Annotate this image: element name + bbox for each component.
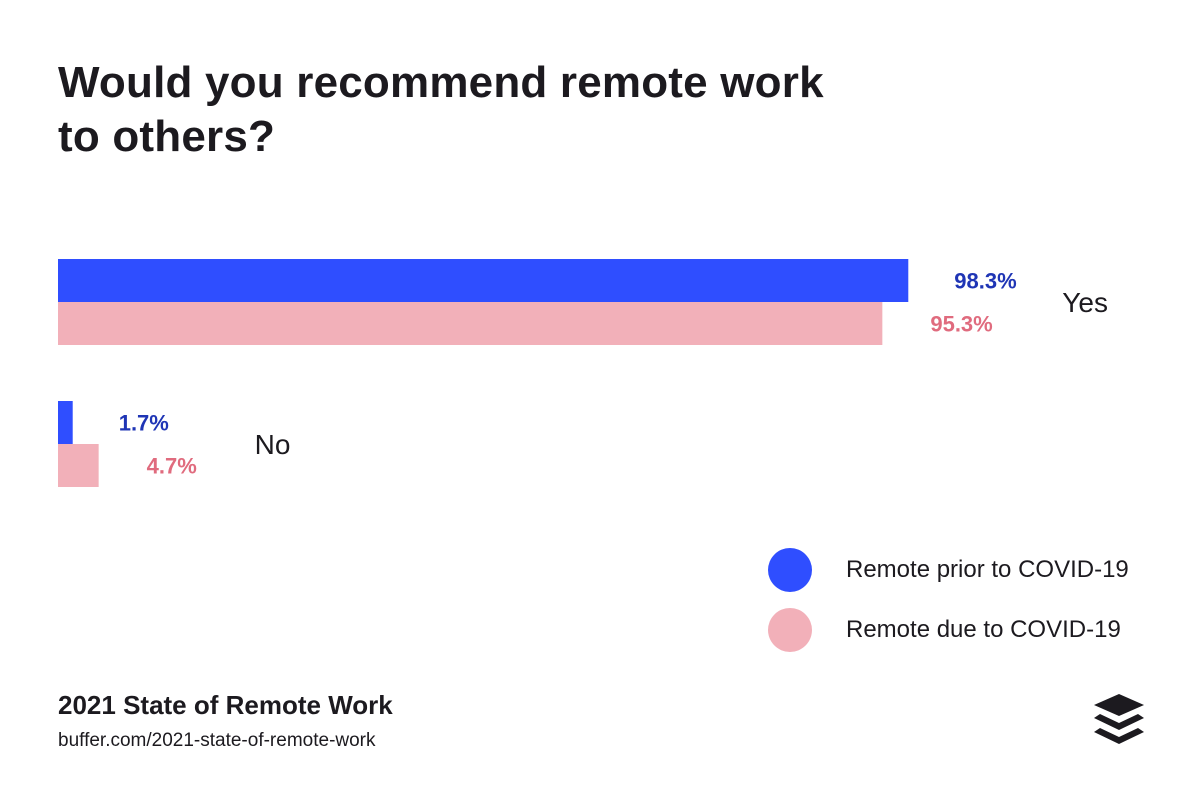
legend-item-prior: Remote prior to COVID-19 bbox=[768, 540, 1129, 600]
footer-title: 2021 State of Remote Work bbox=[58, 690, 393, 720]
legend-swatch-prior bbox=[768, 548, 812, 592]
data-label-no-series-0: 1.7% bbox=[119, 411, 169, 436]
buffer-stack-icon bbox=[1094, 694, 1144, 744]
footer-url: buffer.com/2021-state-of-remote-work bbox=[58, 730, 376, 751]
bar-no-series-0 bbox=[58, 401, 73, 444]
bar-no-series-1 bbox=[58, 444, 99, 487]
legend: Remote prior to COVID-19 Remote due to C… bbox=[768, 540, 1129, 660]
bar-yes-series-1 bbox=[58, 302, 883, 345]
chart-title: Would you recommend remote work to other… bbox=[58, 58, 824, 161]
legend-label-due: Remote due to COVID-19 bbox=[846, 616, 1121, 643]
data-label-yes-series-1: 95.3% bbox=[930, 312, 992, 337]
legend-item-due: Remote due to COVID-19 bbox=[768, 600, 1129, 660]
category-label-no: No bbox=[255, 429, 291, 460]
legend-swatch-due bbox=[768, 608, 812, 652]
data-label-no-series-1: 4.7% bbox=[147, 454, 197, 479]
bar-yes-series-0 bbox=[58, 259, 909, 302]
category-label-yes: Yes bbox=[1062, 287, 1108, 318]
bar-chart: 98.3% 95.3% Yes 1.7% 4.7% No bbox=[58, 259, 1108, 487]
data-label-yes-series-0: 98.3% bbox=[954, 269, 1016, 294]
legend-label-prior: Remote prior to COVID-19 bbox=[846, 556, 1129, 583]
